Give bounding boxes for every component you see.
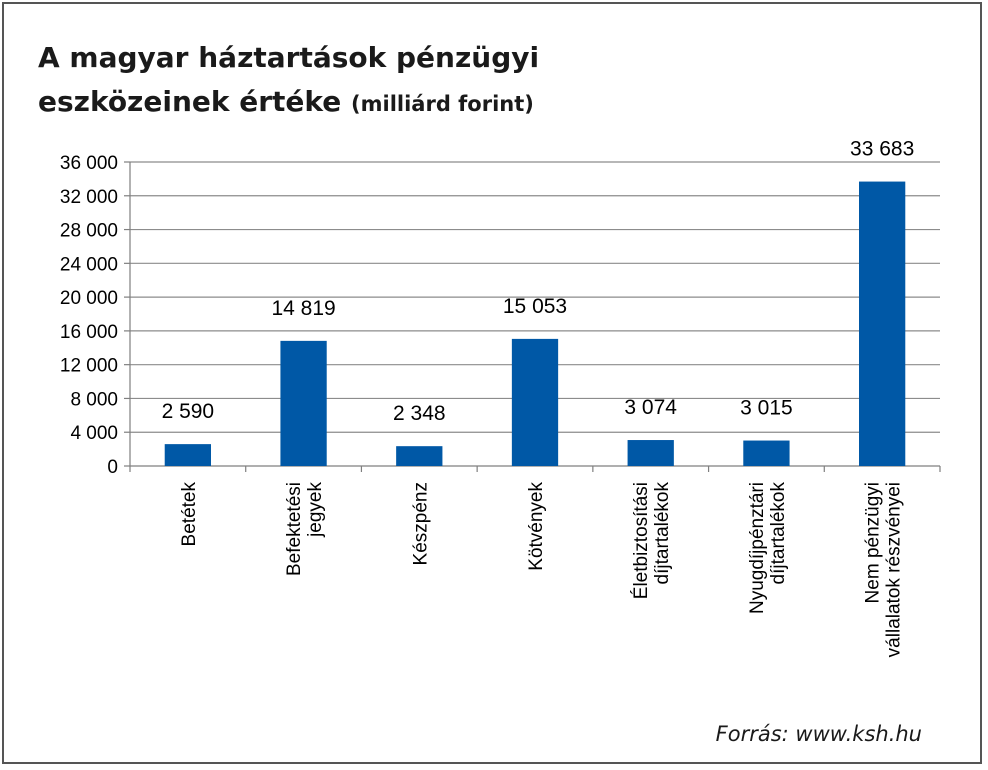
x-tick-label: díjtartalékok (768, 482, 789, 585)
x-tick-label: jegyek (305, 482, 326, 538)
x-tick-label: Kötvények (526, 482, 547, 571)
title-unit: (milliárd forint) (351, 92, 534, 116)
y-tick-label: 4 000 (70, 423, 118, 444)
y-tick-label: 36 000 (60, 153, 118, 174)
x-tick-label: vállalatok részvényei (884, 482, 905, 657)
y-tick-label: 28 000 (60, 221, 118, 242)
y-tick-label: 20 000 (60, 288, 118, 309)
y-tick-label: 16 000 (60, 322, 118, 343)
x-tick-label: Nyugdíjpénztári (747, 482, 768, 614)
source-note: Forrás: www.ksh.hu (715, 722, 922, 746)
bar (164, 444, 211, 466)
data-label: 3 074 (624, 396, 677, 419)
bar (743, 440, 790, 466)
y-tick-label: 0 (107, 457, 118, 478)
bar (396, 446, 443, 466)
x-tick-label: Életbiztosítási (631, 482, 652, 599)
bars (164, 181, 906, 466)
x-tick-label: Nem pénzügyi (863, 482, 884, 603)
chart-title: A magyar háztartások pénzügyi eszközeine… (38, 36, 738, 126)
y-tick-label: 8 000 (70, 389, 118, 410)
bar (627, 440, 674, 466)
bar (280, 340, 327, 466)
bar (859, 181, 906, 466)
x-tick-label: díjtartalékok (652, 482, 673, 585)
data-label: 14 819 (271, 297, 335, 320)
data-label: 3 015 (740, 397, 793, 420)
labels: 0 4 000 8 000 12 000 16 000 20 000 24 000 28 00… (60, 138, 914, 658)
y-tick-label: 24 000 (60, 254, 118, 275)
title-line-2: eszközeinek értéke (milliárd forint) (38, 80, 738, 126)
y-tick-label: 32 000 (60, 187, 118, 208)
data-label: 2 348 (393, 402, 446, 425)
title-line-1: A magyar háztartások pénzügyi (38, 41, 540, 74)
data-label: 15 053 (503, 295, 567, 318)
x-tick-label: Készpénz (410, 482, 431, 565)
title-line-2-text: eszközeinek értéke (38, 85, 342, 118)
data-label: 33 683 (850, 138, 914, 161)
data-label: 2 590 (162, 400, 215, 423)
x-tick-label: Betétek (179, 482, 200, 547)
y-tick-label: 12 000 (60, 356, 118, 377)
bar (511, 338, 559, 466)
x-tick-label: Befektetési (284, 482, 305, 576)
